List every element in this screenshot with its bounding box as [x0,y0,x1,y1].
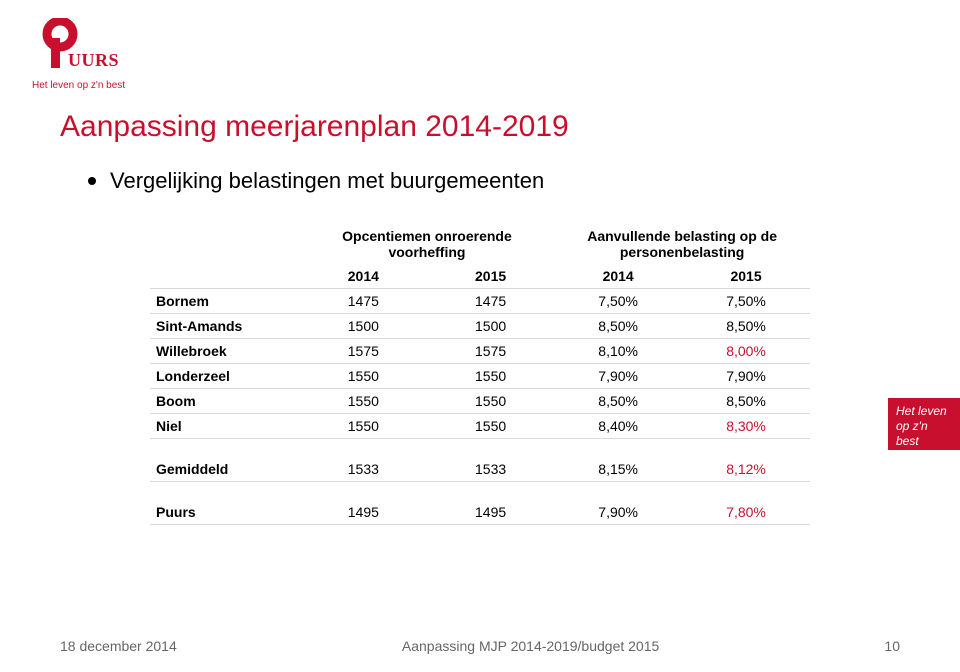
svg-text:UURS: UURS [68,50,119,70]
cell-val: 1550 [427,364,554,389]
side-badge: Het leven op z'n best [888,398,960,450]
th-group-aanvullende: Aanvullende belasting op de personenbela… [554,224,810,264]
cell-val: 1575 [427,339,554,364]
footer-title: Aanpassing MJP 2014-2019/budget 2015 [402,638,659,654]
cell-label: Niel [150,414,300,439]
cell-label: Boom [150,389,300,414]
cell-val: 8,50% [554,314,682,339]
cell-val: 7,90% [554,500,682,525]
cell-val: 8,50% [682,389,810,414]
th-group-opcentiemen: Opcentiemen onroerende voorheffing [300,224,555,264]
cell-val: 7,90% [554,364,682,389]
bullet-vergelijking: Vergelijking belastingen met buurgemeent… [88,168,544,194]
cell-val: 8,50% [554,389,682,414]
cell-val: 1550 [300,389,427,414]
th-empty [150,224,300,264]
row-puurs: Puurs 1495 1495 7,90% 7,80% [150,500,810,525]
th-year-2015b: 2015 [682,264,810,289]
cell-label: Sint-Amands [150,314,300,339]
cell-val: 1475 [300,289,427,314]
brand-logo: UURS [32,18,132,78]
side-badge-line2: op z'n best [896,419,952,449]
footer: 18 december 2014 Aanpassing MJP 2014-201… [60,638,900,654]
cell-val: 1500 [427,314,554,339]
cell-val: 1575 [300,339,427,364]
table-row: Willebroek157515758,10%8,00% [150,339,810,364]
cell-val: 7,50% [554,289,682,314]
table-row: Londerzeel155015507,90%7,90% [150,364,810,389]
side-badge-line1: Het leven [896,404,952,419]
cell-val: 1495 [427,500,554,525]
footer-date: 18 december 2014 [60,638,177,654]
cell-val: 7,50% [682,289,810,314]
cell-label: Gemiddeld [150,457,300,482]
bullet-text: Vergelijking belastingen met buurgemeent… [110,168,544,194]
table-row: Bornem147514757,50%7,50% [150,289,810,314]
cell-val: 1475 [427,289,554,314]
th-year-2015a: 2015 [427,264,554,289]
logo-tagline: Het leven op z'n best [32,80,125,91]
cell-val: 1495 [300,500,427,525]
row-gemiddeld: Gemiddeld 1533 1533 8,15% 8,12% [150,457,810,482]
table-row: Niel155015508,40%8,30% [150,414,810,439]
cell-label: Puurs [150,500,300,525]
th-year-2014b: 2014 [554,264,682,289]
cell-label: Londerzeel [150,364,300,389]
cell-val: 8,00% [682,339,810,364]
cell-val: 1550 [300,364,427,389]
footer-page: 10 [884,638,900,654]
cell-val: 8,50% [682,314,810,339]
th-year-2014a: 2014 [300,264,427,289]
table-row: Boom155015508,50%8,50% [150,389,810,414]
cell-label: Willebroek [150,339,300,364]
cell-val: 8,10% [554,339,682,364]
cell-label: Bornem [150,289,300,314]
page-title: Aanpassing meerjarenplan 2014-2019 [60,110,569,144]
bullet-icon [88,177,96,185]
cell-val: 8,40% [554,414,682,439]
cell-val: 7,80% [682,500,810,525]
cell-val: 1533 [300,457,427,482]
cell-val: 7,90% [682,364,810,389]
cell-val: 1500 [300,314,427,339]
cell-val: 8,12% [682,457,810,482]
cell-val: 1533 [427,457,554,482]
cell-val: 8,15% [554,457,682,482]
table-row: Sint-Amands150015008,50%8,50% [150,314,810,339]
cell-val: 1550 [427,389,554,414]
cell-val: 1550 [300,414,427,439]
cell-val: 8,30% [682,414,810,439]
comparison-table: Opcentiemen onroerende voorheffing Aanvu… [150,224,810,525]
th-year-empty [150,264,300,289]
cell-val: 1550 [427,414,554,439]
